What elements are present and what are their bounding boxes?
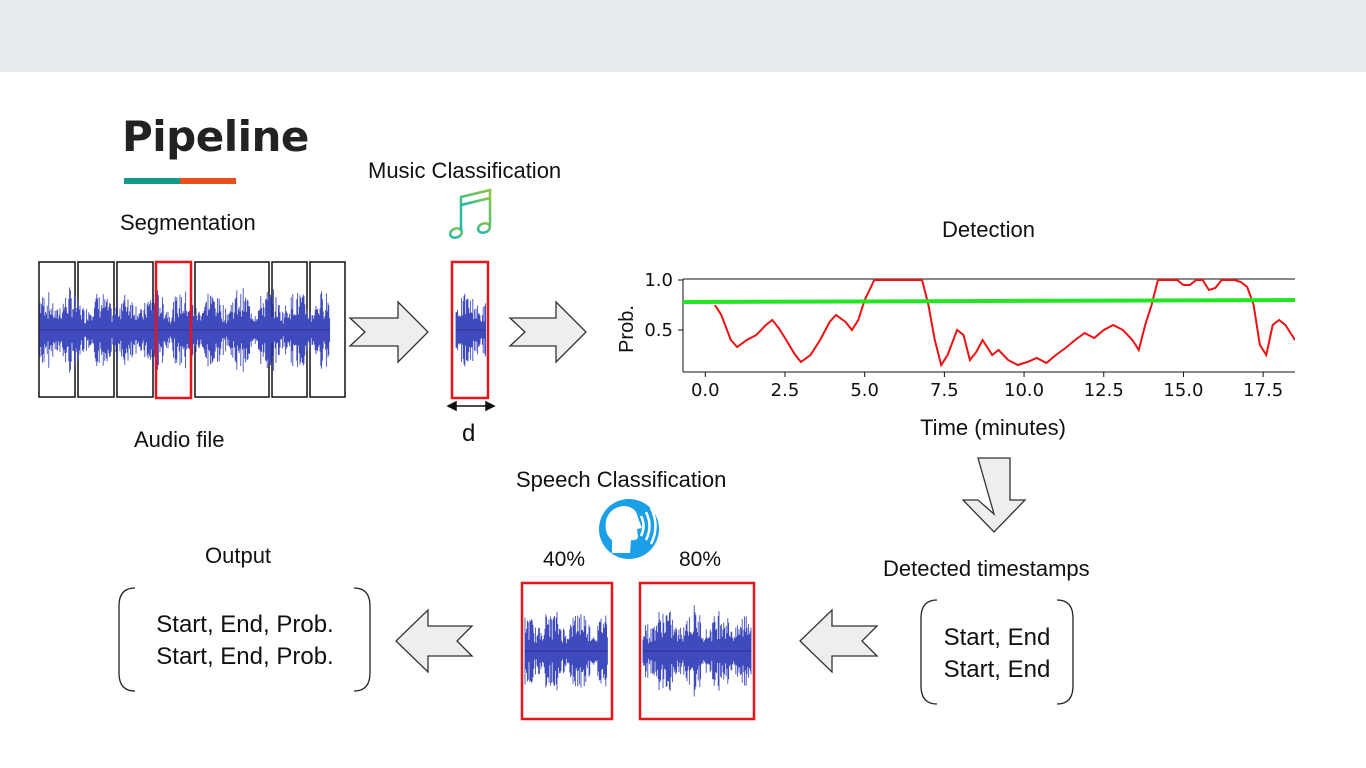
output-label: Output [205, 543, 272, 568]
output-line-2: Start, End, Prob. [156, 643, 334, 670]
timestamps-brackets [920, 599, 1074, 705]
duration-arrow [446, 400, 496, 412]
y-tick-label: 1.0 [644, 270, 673, 291]
left-arrow-icon [395, 608, 474, 674]
page-title: Pipeline [122, 112, 309, 161]
classified-segment-frame [450, 260, 490, 400]
title-underline-orange [180, 178, 236, 184]
x-tick-label: 0.0 [691, 380, 720, 401]
x-tick-label: 17.5 [1243, 380, 1283, 401]
speech-score-right: 80% [679, 548, 722, 571]
speaking-head-icon [599, 499, 659, 559]
audio-file-label: Audio file [134, 427, 225, 452]
duration-label: d [462, 420, 476, 447]
x-tick-label: 12.5 [1084, 380, 1124, 401]
timestamps-box: Start, End Start, End [925, 622, 1069, 686]
speech-waveform-left [524, 611, 608, 691]
output-brackets [118, 587, 371, 692]
speech-segment-frame-left [520, 581, 614, 721]
speech-waveform-right [642, 605, 752, 697]
x-tick-label: 2.5 [771, 380, 800, 401]
segmentation-label: Segmentation [120, 210, 256, 235]
speech-segment-frame-right [638, 581, 756, 721]
x-axis-label: Time (minutes) [920, 415, 1066, 440]
title-underline-teal [124, 178, 180, 184]
speech-classification-label: Speech Classification [516, 467, 727, 492]
timestamp-line-1: Start, End [943, 624, 1051, 651]
speech-score-left: 40% [543, 548, 586, 571]
threshold-line [683, 298, 1295, 304]
output-line-1: Start, End, Prob. [156, 611, 334, 638]
down-arrow-icon [961, 457, 1027, 533]
music-note-icon [448, 188, 492, 239]
audio-waveform [39, 287, 331, 373]
output-box: Start, End, Prob. Start, End, Prob. [125, 609, 365, 673]
right-arrow-icon [508, 300, 587, 364]
probability-line [714, 279, 1295, 368]
y-axis-label: Prob. [616, 305, 638, 353]
right-arrow-icon [348, 300, 429, 364]
left-arrow-icon [799, 608, 879, 674]
x-tick-label: 10.0 [1004, 380, 1044, 401]
x-tick-label: 15.0 [1163, 380, 1203, 401]
x-tick-label: 5.0 [850, 380, 879, 401]
y-tick-label: 0.5 [644, 320, 673, 341]
timestamp-line-2: Start, End [943, 656, 1051, 683]
segment-waveform [455, 293, 487, 367]
detection-label: Detection [942, 217, 1035, 242]
x-tick-label: 7.5 [930, 380, 959, 401]
selected-segment-frame [154, 260, 193, 400]
music-classification-label: Music Classification [368, 158, 562, 183]
top-banner [0, 0, 1366, 72]
detected-timestamps-label: Detected timestamps [883, 556, 1090, 581]
